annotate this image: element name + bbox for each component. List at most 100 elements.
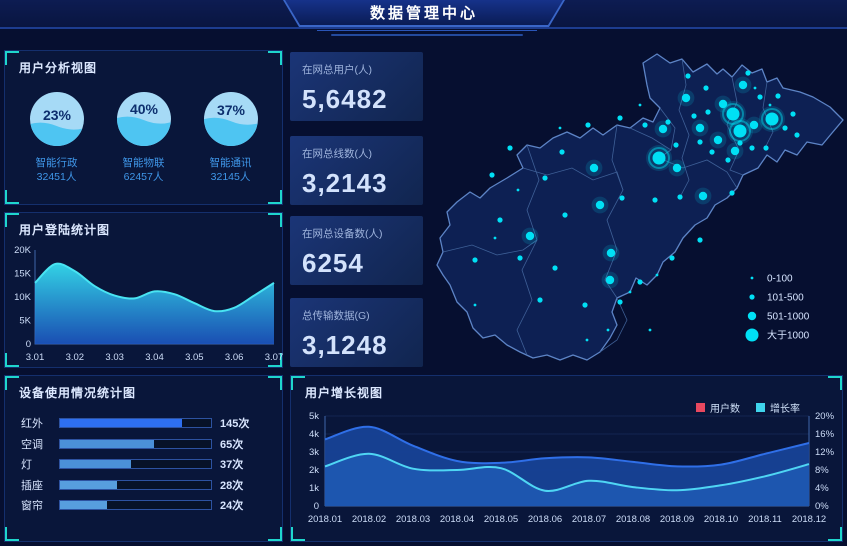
map-point bbox=[757, 94, 763, 100]
map-point bbox=[606, 248, 616, 258]
gauge-label: 智能行政 bbox=[35, 157, 78, 169]
device-value: 24次 bbox=[220, 500, 244, 513]
svg-text:3.02: 3.02 bbox=[66, 352, 85, 363]
map-point bbox=[749, 145, 755, 151]
svg-text:0: 0 bbox=[314, 501, 319, 512]
map-legend-label: 0-100 bbox=[767, 274, 793, 285]
device-label: 灯 bbox=[21, 459, 32, 472]
svg-text:15K: 15K bbox=[14, 269, 32, 280]
device-value: 28次 bbox=[220, 479, 244, 492]
map-point bbox=[705, 109, 711, 115]
panel-device-usage: 设备使用情况统计图 红外 145次 空调 65次灯 37次 插座 28次 窗帘 24次 bbox=[4, 375, 283, 542]
map-point bbox=[703, 85, 709, 91]
svg-text:3.07: 3.07 bbox=[265, 352, 284, 363]
map-point bbox=[642, 122, 648, 128]
map-point bbox=[685, 73, 691, 79]
legend-item[interactable]: 用户数 bbox=[696, 400, 740, 415]
province-map[interactable]: 0-100 101-500 501-1000 大于1000 bbox=[427, 40, 847, 375]
svg-text:3.05: 3.05 bbox=[185, 352, 204, 363]
map-point bbox=[753, 86, 757, 90]
svg-text:23%: 23% bbox=[42, 107, 71, 123]
map-point bbox=[585, 338, 589, 342]
svg-text:5K: 5K bbox=[19, 316, 31, 327]
svg-text:3.03: 3.03 bbox=[105, 352, 124, 363]
stat-card: 总传输数据(G) 3,1248 bbox=[290, 298, 423, 367]
svg-text:8%: 8% bbox=[815, 465, 829, 476]
map-point bbox=[775, 93, 781, 99]
panel-user-analysis: 用户分析视图 23% 智能行政 32451人 40% 智能物联 62457人 37% 智能通讯… bbox=[4, 50, 283, 205]
map-point-ring bbox=[648, 147, 670, 169]
map-point bbox=[516, 188, 520, 192]
map-point bbox=[637, 279, 643, 285]
svg-text:4%: 4% bbox=[815, 483, 829, 494]
device-value: 145次 bbox=[220, 418, 250, 431]
growth-chart-legend: 用户数 增长率 bbox=[696, 400, 800, 415]
device-label: 红外 bbox=[21, 418, 43, 431]
map-point bbox=[658, 124, 668, 134]
gauge-circle: 37% bbox=[203, 92, 258, 146]
device-bar-track bbox=[59, 418, 212, 429]
map-point bbox=[507, 145, 513, 151]
map-point bbox=[698, 191, 708, 201]
map-point bbox=[558, 126, 562, 130]
map-point bbox=[738, 80, 748, 90]
svg-text:2018.05: 2018.05 bbox=[484, 514, 518, 525]
svg-text:2018.04: 2018.04 bbox=[440, 514, 474, 525]
map-point bbox=[691, 113, 697, 119]
svg-text:2018.01: 2018.01 bbox=[308, 514, 342, 525]
map-point bbox=[562, 212, 568, 218]
map-point bbox=[473, 303, 477, 307]
stat-label: 总传输数据(G) bbox=[302, 310, 370, 322]
panel-title: 用户登陆统计图 bbox=[19, 223, 111, 237]
map-point bbox=[725, 157, 731, 163]
login-area-chart[interactable]: 0 5K 10K 15K 20K 3.01 3.02 3.03 3.04 3.05 3.06 3.07 bbox=[5, 238, 284, 368]
title-banner: 数据管理中心 bbox=[283, 0, 565, 27]
legend-swatch bbox=[696, 403, 705, 412]
stat-value: 5,6482 bbox=[302, 84, 388, 114]
svg-text:4k: 4k bbox=[309, 429, 319, 440]
map-legend-dot bbox=[747, 311, 757, 321]
svg-text:16%: 16% bbox=[815, 429, 835, 440]
legend-swatch bbox=[756, 403, 765, 412]
svg-text:37%: 37% bbox=[216, 102, 245, 118]
svg-text:2018.07: 2018.07 bbox=[572, 514, 606, 525]
map-legend-label: 大于1000 bbox=[767, 329, 810, 342]
map-point bbox=[638, 103, 642, 107]
map-point bbox=[713, 135, 723, 145]
map-legend-dot bbox=[750, 276, 754, 280]
header-decoration-line bbox=[331, 34, 523, 36]
map-point bbox=[733, 124, 747, 138]
map-point bbox=[497, 217, 503, 223]
liquid-gauge: 37% 智能通讯 32145人 bbox=[191, 90, 271, 184]
map-point bbox=[726, 107, 740, 121]
device-bar-chart[interactable]: 红外 145次 空调 65次灯 37次 插座 28次 窗帘 24次 bbox=[5, 401, 282, 516]
map-point bbox=[745, 70, 751, 76]
stat-label: 在网总用户(人) bbox=[302, 64, 372, 76]
panel-user-growth: 用户增长视图 用户数 增长率 0 1k 2k 3k 4k 5k 0% 4% 8% 12% 16% 20%… bbox=[290, 375, 843, 542]
map-point-ring bbox=[761, 108, 783, 130]
growth-area-chart[interactable]: 0 1k 2k 3k 4k 5k 0% 4% 8% 12% 16% 20% 2018.01 2018.02… bbox=[291, 403, 844, 543]
legend-label: 用户数 bbox=[710, 404, 740, 415]
device-value: 37次 bbox=[220, 459, 244, 472]
map-point bbox=[709, 149, 715, 155]
legend-item[interactable]: 增长率 bbox=[756, 400, 800, 415]
stat-label: 在网总设备数(人) bbox=[302, 228, 383, 240]
map-legend-label: 501-1000 bbox=[767, 312, 810, 323]
map-point bbox=[765, 112, 779, 126]
panel-login-stats: 用户登陆统计图 0 5K 10K 15K 20K 3.01 3.02 3.03 3.04 3.05… bbox=[4, 212, 283, 368]
map-point bbox=[730, 146, 740, 156]
map-point bbox=[617, 115, 623, 121]
device-label: 插座 bbox=[21, 479, 43, 492]
svg-text:2018.03: 2018.03 bbox=[396, 514, 430, 525]
gauge-count: 32451人 bbox=[36, 171, 77, 183]
legend-label: 增长率 bbox=[770, 404, 800, 415]
svg-text:3.04: 3.04 bbox=[145, 352, 164, 363]
map-point bbox=[542, 175, 548, 181]
svg-text:2018.06: 2018.06 bbox=[528, 514, 562, 525]
gauge-count: 32145人 bbox=[210, 171, 251, 183]
stat-label: 在网总线数(人) bbox=[302, 148, 372, 160]
map-point bbox=[517, 255, 523, 261]
device-bar-fill bbox=[60, 439, 154, 448]
map-point bbox=[628, 290, 632, 294]
liquid-gauge: 23% 智能行政 32451人 bbox=[17, 90, 97, 184]
